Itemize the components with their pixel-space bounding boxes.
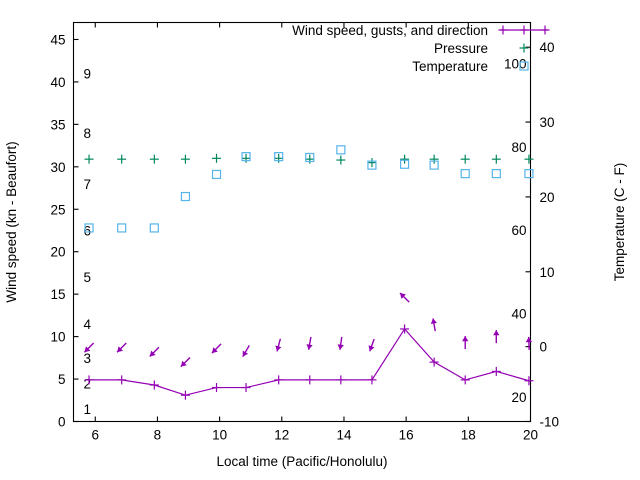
y2-tick-label: 20 <box>540 190 555 205</box>
y-tick-label: 5 <box>58 372 66 387</box>
fahrenheit-label: 40 <box>511 307 526 322</box>
beaufort-label: 1 <box>84 402 92 417</box>
temperature-point <box>336 145 346 155</box>
x-tick-label: 14 <box>336 428 352 443</box>
temperature-point <box>524 169 534 179</box>
x-tick-label: 12 <box>274 428 289 443</box>
beaufort-label: 2 <box>84 376 92 391</box>
temperature-point <box>429 160 439 170</box>
x-tick-label: 10 <box>212 428 227 443</box>
legend-label-wind: Wind speed, gusts, and direction <box>292 23 488 38</box>
y-tick-label: 45 <box>50 32 65 47</box>
wind-direction-arrow <box>462 336 469 350</box>
y-tick-label: 30 <box>50 160 65 175</box>
temperature-point <box>149 223 159 233</box>
wind-direction-arrow <box>337 336 344 350</box>
temperature-point <box>274 152 284 162</box>
y-axis-title: Wind speed (kn - Beaufort) <box>4 141 19 302</box>
x-axis-title: Local time (Pacific/Honolulu) <box>216 454 387 469</box>
y2-tick-label: 30 <box>540 115 555 130</box>
temperature-point <box>305 152 315 163</box>
y-tick-label: 15 <box>50 287 65 302</box>
x-tick-label: 18 <box>461 428 476 443</box>
plot-frame <box>72 21 532 423</box>
y-tick-label: 40 <box>50 75 65 90</box>
y2-axis-title: Temperature (C - F) <box>612 163 627 282</box>
legend-label-temperature: Temperature <box>412 59 488 74</box>
legend-label-pressure: Pressure <box>434 41 488 56</box>
fahrenheit-label: 100 <box>504 57 527 72</box>
y-tick-label: 20 <box>50 245 65 260</box>
temperature-point <box>491 169 501 179</box>
temperature-point <box>180 191 191 202</box>
fahrenheit-label: 20 <box>511 390 526 405</box>
y2-tick-label: 0 <box>540 340 548 355</box>
x-tick-label: 16 <box>399 428 414 443</box>
temperature-point <box>117 223 127 233</box>
wind-direction-arrow <box>399 292 410 303</box>
temperature-point <box>84 223 94 233</box>
x-tick-label: 8 <box>154 428 162 443</box>
temperature-point <box>367 160 377 170</box>
legend-marker-temperature <box>519 61 529 71</box>
y-tick-label: 10 <box>50 330 65 345</box>
y-tick-label: 25 <box>50 202 65 217</box>
beaufort-label: 6 <box>84 223 92 238</box>
wind-direction-arrow <box>493 330 500 344</box>
y2-tick-label: 40 <box>540 40 555 55</box>
beaufort-label: 7 <box>84 177 92 192</box>
temperature-point <box>460 169 470 179</box>
wind-direction-arrow <box>180 356 191 368</box>
temperature-point <box>241 152 251 162</box>
temperature-point <box>399 159 410 169</box>
y2-tick-label: 10 <box>540 265 555 280</box>
x-tick-label: 6 <box>92 428 100 443</box>
wind-direction-arrow <box>242 345 250 358</box>
wind-direction-arrow <box>368 338 375 352</box>
fahrenheit-label: 60 <box>511 223 526 238</box>
y2-tick-label: -10 <box>540 415 560 430</box>
y-tick-label: 35 <box>50 117 65 132</box>
wind-direction-arrow <box>306 336 313 350</box>
wind-direction-arrow <box>149 346 160 357</box>
wind-direction-arrow <box>525 336 533 350</box>
wind-direction-arrow <box>430 318 437 332</box>
fahrenheit-label: 80 <box>511 140 526 155</box>
beaufort-label: 8 <box>84 126 92 141</box>
x-tick-label: 20 <box>523 428 538 443</box>
wind-direction-arrow <box>83 342 95 353</box>
temperature-point <box>211 169 222 180</box>
beaufort-label: 9 <box>84 66 92 81</box>
beaufort-label: 5 <box>84 270 92 285</box>
wind-direction-arrow <box>211 343 222 354</box>
wind-direction-arrow <box>275 338 282 352</box>
wind-direction-arrow <box>116 342 127 353</box>
beaufort-label: 3 <box>84 351 92 366</box>
y-tick-label: 0 <box>58 415 66 430</box>
beaufort-label: 4 <box>84 317 92 332</box>
